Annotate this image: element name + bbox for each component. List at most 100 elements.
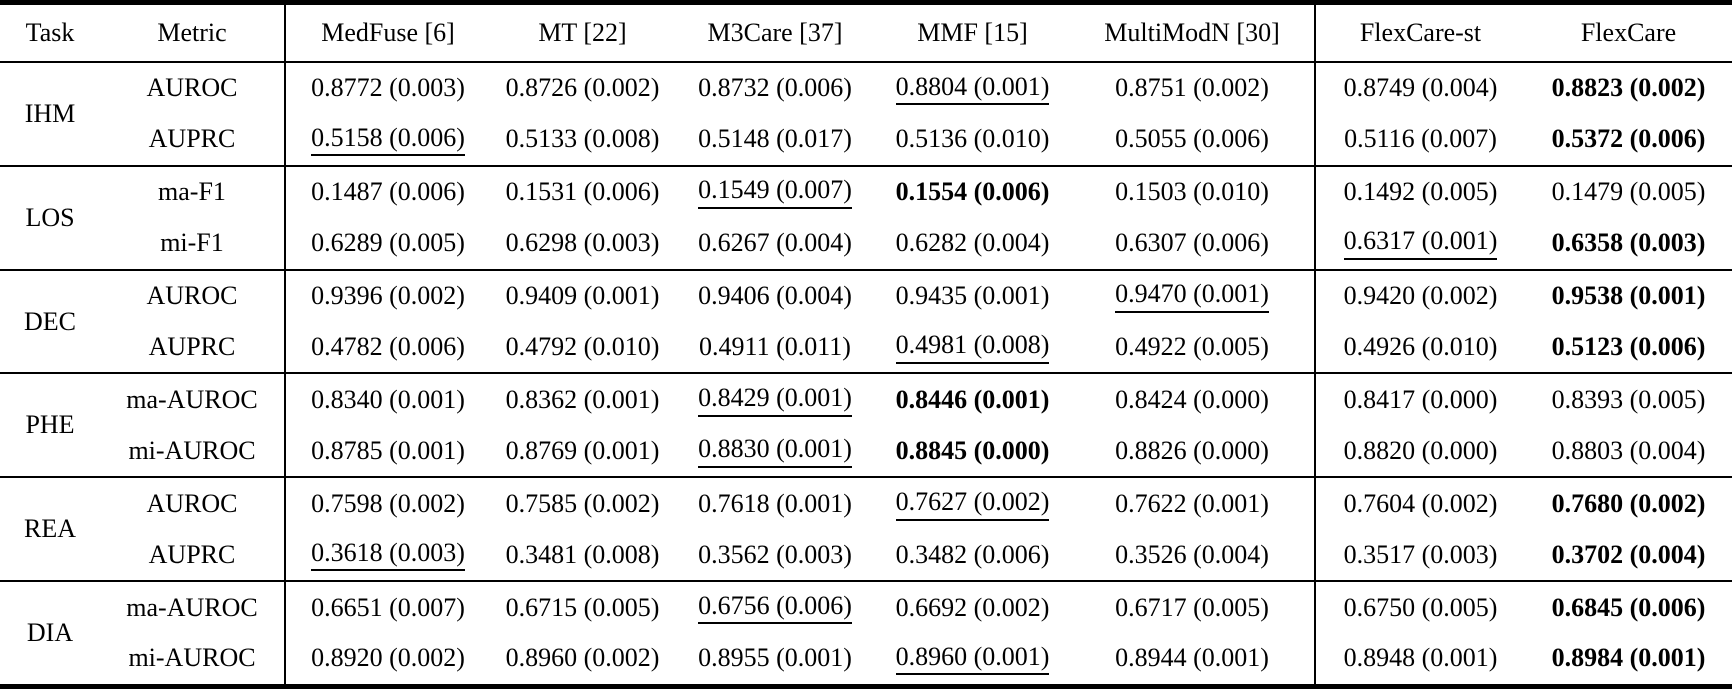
value-cell-mt-22: 0.8726 (0.002) (490, 61, 675, 114)
metric-value: 0.3517 (0.003) (1343, 539, 1498, 569)
value-cell-mt-22: 0.6715 (0.005) (490, 580, 675, 633)
value-cell-flexcare-st: 0.5116 (0.007) (1314, 113, 1525, 166)
metric-value: 0.6715 (0.005) (505, 592, 660, 622)
metric-label-mi-auroc: mi-AUROC (128, 435, 256, 465)
metric-value: 0.6298 (0.003) (505, 228, 660, 258)
value-cell-flexcare: 0.9538 (0.001) (1525, 268, 1732, 322)
metric-value: 0.5055 (0.006) (1115, 124, 1269, 154)
value-cell-m3care-37: 0.1549 (0.007) (675, 164, 875, 218)
metric-label-ma-auroc: ma-AUROC (100, 580, 285, 633)
value-cell-m3care-37: 0.6267 (0.004) (675, 218, 875, 270)
metric-label-mi-f1: mi-F1 (160, 228, 224, 258)
metric-value: 0.9420 (0.002) (1343, 281, 1498, 311)
task-label-dia: DIA (0, 580, 100, 687)
value-cell-mmf-15: 0.8960 (0.001) (875, 633, 1070, 687)
task-label-ihm: IHM (0, 61, 100, 166)
value-cell-flexcare-st: 0.8820 (0.000) (1314, 425, 1525, 478)
metric-value: 0.1479 (0.005) (1551, 177, 1706, 207)
value-cell-m3care-37: 0.4911 (0.011) (675, 322, 875, 374)
value-cell-flexcare: 0.6845 (0.006) (1525, 580, 1732, 633)
metric-value: 0.8340 (0.001) (311, 384, 465, 414)
value-cell-flexcare: 0.1479 (0.005) (1525, 164, 1732, 218)
metric-value: 0.1487 (0.006) (311, 177, 465, 207)
metric-value: 0.6651 (0.007) (311, 592, 465, 622)
value-cell-medfuse-6: 0.8785 (0.001) (284, 425, 490, 478)
metric-label-ma-f1: ma-F1 (100, 164, 285, 218)
metric-value: 0.6307 (0.006) (1115, 228, 1269, 258)
value-cell-multimodn-30: 0.7622 (0.001) (1070, 476, 1315, 530)
value-cell-multimodn-30: 0.4922 (0.005) (1070, 322, 1315, 374)
metric-label-auprc: AUPRC (148, 331, 236, 361)
value-cell-mmf-15: 0.3482 (0.006) (875, 529, 1070, 581)
best-value: 0.3702 (0.004) (1551, 539, 1706, 569)
value-cell-mt-22: 0.3481 (0.008) (490, 529, 675, 581)
value-cell-m3care-37: 0.8955 (0.001) (675, 633, 875, 687)
value-cell-multimodn-30: 0.5055 (0.006) (1070, 114, 1315, 166)
task-label-phe: PHE (0, 372, 100, 478)
best-value: 0.8823 (0.002) (1551, 73, 1706, 103)
value-cell-m3care-37: 0.8830 (0.001) (675, 425, 875, 477)
value-cell-flexcare: 0.8984 (0.001) (1525, 633, 1732, 687)
second-best-value: 0.6756 (0.006) (698, 591, 852, 625)
metric-value: 0.3562 (0.003) (698, 539, 852, 569)
second-best-value: 0.6317 (0.001) (1343, 227, 1498, 260)
second-best-value: 0.8429 (0.001) (698, 383, 852, 417)
value-cell-medfuse-6: 0.9396 (0.002) (284, 268, 490, 322)
metric-value: 0.9396 (0.002) (311, 281, 465, 311)
value-cell-mmf-15: 0.1554 (0.006) (875, 164, 1070, 218)
metric-value: 0.8960 (0.002) (505, 643, 660, 673)
second-best-value: 0.4981 (0.008) (895, 331, 1050, 364)
value-cell-flexcare: 0.5123 (0.006) (1525, 322, 1732, 374)
value-cell-mmf-15: 0.8845 (0.000) (875, 425, 1070, 477)
metric-value: 0.6289 (0.005) (311, 228, 465, 258)
metric-value: 0.4911 (0.011) (699, 331, 851, 361)
value-cell-mmf-15: 0.6692 (0.002) (875, 580, 1070, 633)
value-cell-mt-22: 0.8960 (0.002) (490, 633, 675, 687)
table-row-los-ma-f1: LOS ma-F1 0.1487 (0.006) 0.1531 (0.006) 0.15… (0, 164, 1732, 270)
metric-value: 0.9409 (0.001) (505, 281, 660, 311)
second-best-value: 0.8804 (0.001) (895, 72, 1050, 106)
metric-value: 0.8749 (0.004) (1343, 73, 1498, 103)
metric-label-auroc: AUROC (100, 61, 285, 114)
value-cell-mmf-15: 0.8804 (0.001) (875, 61, 1070, 114)
value-cell-mt-22: 0.8362 (0.001) (490, 372, 675, 426)
value-cell-mt-22: 0.1531 (0.006) (490, 164, 675, 218)
metric-value: 0.5116 (0.007) (1344, 124, 1497, 154)
table-header-row: Task Metric MedFuse [6] MT [22] M3Care [37] M… (0, 2, 1732, 62)
metric-value: 0.6750 (0.005) (1343, 592, 1498, 622)
table-row-dia-ma-auroc: DIA ma-AUROC 0.6651 (0.007) 0.6715 (0.005) 0… (0, 580, 1732, 687)
metric-value: 0.9406 (0.004) (698, 281, 852, 311)
value-cell-m3care-37: 0.9406 (0.004) (675, 268, 875, 322)
value-cell-flexcare: 0.8393 (0.005) (1525, 372, 1732, 426)
best-value: 0.8845 (0.000) (895, 435, 1050, 465)
metric-value: 0.4922 (0.005) (1115, 331, 1269, 361)
table-row-dia-mi-auroc: mi-AUROC 0.8920 (0.002) 0.8960 (0.002) 0.89… (0, 632, 1732, 687)
column-header-m3care-37: M3Care [37] (707, 18, 843, 47)
metric-value: 0.6267 (0.004) (698, 228, 852, 258)
value-cell-flexcare-st: 0.8948 (0.001) (1314, 632, 1525, 687)
metric-value: 0.6717 (0.005) (1115, 592, 1269, 622)
metric-label-auprc: AUPRC (148, 124, 236, 154)
task-label-dec: DEC (0, 268, 100, 374)
value-cell-mt-22: 0.7585 (0.002) (490, 476, 675, 530)
second-best-value: 0.8960 (0.001) (895, 642, 1050, 676)
metric-value: 0.8732 (0.006) (698, 73, 852, 103)
value-cell-flexcare-st: 0.3517 (0.003) (1314, 529, 1525, 582)
value-cell-flexcare-st: 0.6750 (0.005) (1314, 580, 1525, 633)
value-cell-mmf-15: 0.8446 (0.001) (875, 372, 1070, 426)
second-best-value: 0.1549 (0.007) (698, 176, 852, 210)
header-row: Task Metric MedFuse [6] MT [22] M3Care [37] M… (0, 2, 1732, 62)
table-row-los-mi-f1: mi-F1 0.6289 (0.005) 0.6298 (0.003) 0.6267 … (0, 217, 1732, 270)
table-row-phe-mi-auroc: mi-AUROC 0.8785 (0.001) 0.8769 (0.001) 0.88… (0, 425, 1732, 478)
metric-label-auroc: AUROC (100, 268, 285, 322)
metric-label-auprc: AUPRC (148, 539, 236, 569)
value-cell-flexcare: 0.8823 (0.002) (1525, 61, 1732, 114)
metric-value: 0.1503 (0.010) (1115, 177, 1269, 207)
column-header-mmf-15: MMF [15] (917, 18, 1028, 47)
value-cell-mmf-15: 0.6282 (0.004) (875, 218, 1070, 270)
metric-value: 0.4792 (0.010) (505, 331, 660, 361)
metric-value: 0.3481 (0.008) (505, 539, 660, 569)
value-cell-mt-22: 0.4792 (0.010) (490, 322, 675, 374)
